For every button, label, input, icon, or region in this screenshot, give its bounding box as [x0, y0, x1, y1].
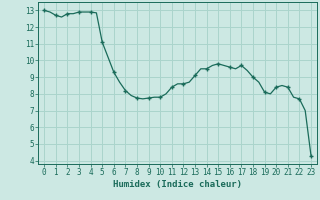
X-axis label: Humidex (Indice chaleur): Humidex (Indice chaleur) [113, 180, 242, 189]
